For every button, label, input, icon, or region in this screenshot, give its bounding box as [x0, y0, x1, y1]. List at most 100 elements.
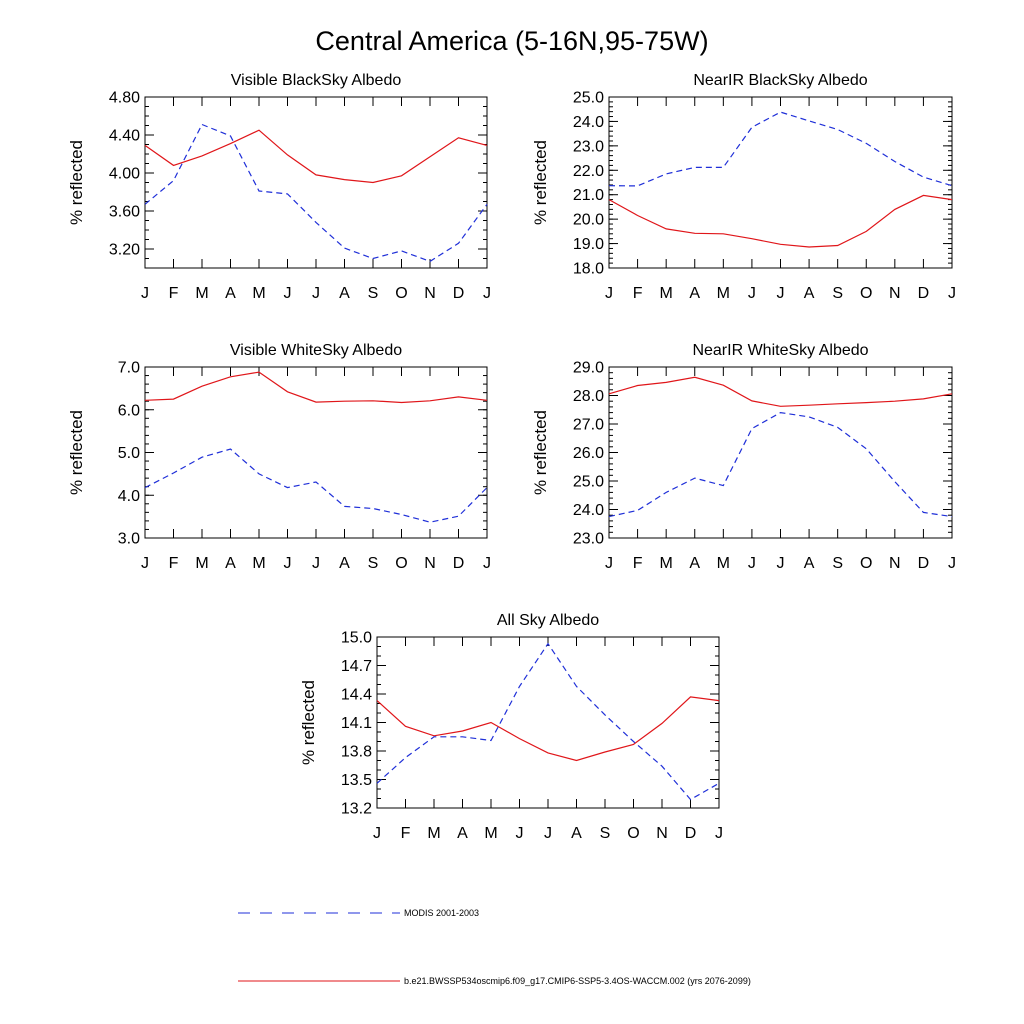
plot-frame	[608, 366, 953, 539]
x-tick-label: J	[777, 285, 785, 302]
y-tick-label: 18.0	[573, 261, 604, 278]
x-tick-label: N	[424, 285, 436, 302]
y-tick-label: 25.0	[573, 474, 604, 491]
y-axis-label: % reflected	[67, 140, 86, 225]
x-tick-label: A	[339, 285, 350, 302]
y-tick-label: 13.2	[341, 801, 372, 818]
x-tick-label: D	[453, 285, 465, 302]
model-series-line	[608, 376, 953, 407]
y-tick-label: 21.0	[573, 187, 604, 204]
x-tick-label: M	[717, 285, 730, 302]
y-tick-label: 20.0	[573, 212, 604, 229]
x-tick-label: A	[689, 285, 700, 302]
x-tick-label: M	[484, 825, 497, 842]
panel-title: Visible BlackSky Albedo	[231, 72, 402, 89]
x-tick-label: A	[571, 825, 582, 842]
panel-title: All Sky Albedo	[497, 612, 599, 629]
panel-4: NearIR WhiteSky Albedo 23.0 24.0 25.0 26.0 27…	[531, 342, 956, 572]
x-tick-label: F	[169, 285, 179, 302]
x-tick-label: M	[660, 285, 673, 302]
y-tick-label: 13.8	[341, 744, 372, 761]
x-tick-label: M	[660, 555, 673, 572]
model-series-line	[376, 696, 720, 762]
x-tick-label: J	[312, 285, 320, 302]
y-axis-label: % reflected	[299, 680, 318, 765]
x-tick-label: O	[395, 285, 407, 302]
y-tick-label: 4.0	[118, 488, 140, 505]
model-series-line	[144, 129, 488, 184]
x-tick-label: D	[918, 555, 930, 572]
y-tick-label: 14.1	[341, 715, 372, 732]
x-tick-label: A	[225, 285, 236, 302]
x-tick-label: J	[544, 825, 552, 842]
x-tick-label: M	[252, 285, 265, 302]
modis-series-line	[608, 111, 953, 187]
x-tick-label: F	[633, 555, 643, 572]
panel-3: Visible WhiteSky Albedo 3.0 4.0 5.0 6.0 7.0 J F…	[67, 342, 491, 572]
y-tick-label: 3.60	[109, 204, 140, 221]
modis-series-line	[376, 642, 720, 801]
y-tick-label: 3.0	[118, 531, 140, 548]
y-tick-label: 7.0	[118, 360, 140, 377]
x-tick-label: F	[633, 285, 643, 302]
figure-title: Central America (5-16N,95-75W)	[315, 26, 708, 56]
x-tick-label: J	[373, 825, 381, 842]
x-tick-label: J	[141, 285, 149, 302]
x-tick-label: D	[685, 825, 697, 842]
legend-model-label: b.e21.BWSSP534oscmip6.f09_g17.CMIP6-SSP5…	[404, 976, 751, 986]
y-axis-label: % reflected	[531, 410, 550, 495]
y-tick-label: 26.0	[573, 445, 604, 462]
x-tick-label: J	[948, 285, 956, 302]
y-tick-label: 24.0	[573, 502, 604, 519]
y-tick-label: 3.20	[109, 242, 140, 259]
x-tick-label: J	[483, 285, 491, 302]
plot-frame	[376, 636, 720, 809]
x-tick-label: M	[252, 555, 265, 572]
y-tick-label: 4.40	[109, 128, 140, 145]
model-series-line	[144, 371, 488, 404]
x-tick-label: S	[832, 285, 843, 302]
x-tick-label: J	[516, 825, 524, 842]
x-tick-label: D	[453, 555, 465, 572]
x-tick-label: M	[427, 825, 440, 842]
y-tick-label: 13.5	[341, 772, 372, 789]
y-tick-label: 23.0	[573, 138, 604, 155]
plot-frame	[144, 366, 488, 539]
y-tick-label: 14.7	[341, 658, 372, 675]
x-tick-label: O	[860, 285, 872, 302]
modis-series-line	[144, 123, 488, 263]
x-tick-label: J	[284, 555, 292, 572]
x-tick-label: J	[748, 285, 756, 302]
x-tick-label: D	[918, 285, 930, 302]
y-tick-label: 29.0	[573, 360, 604, 377]
y-tick-label: 22.0	[573, 163, 604, 180]
y-tick-label: 4.80	[109, 90, 140, 107]
x-tick-label: O	[860, 555, 872, 572]
x-tick-label: F	[401, 825, 411, 842]
legend: MODIS 2001-2003 b.e21.BWSSP534oscmip6.f0…	[238, 908, 751, 986]
x-tick-label: N	[889, 555, 901, 572]
x-tick-label: J	[748, 555, 756, 572]
x-tick-label: J	[141, 555, 149, 572]
modis-series-line	[144, 448, 488, 523]
x-tick-label: J	[605, 555, 613, 572]
panel-title: NearIR WhiteSky Albedo	[692, 342, 868, 359]
panel-1: Visible BlackSky Albedo 3.20 3.60 4.00 4.40 4…	[67, 72, 491, 302]
model-series-line	[608, 194, 953, 248]
plot-frame	[144, 96, 488, 269]
x-tick-label: J	[715, 825, 723, 842]
y-tick-label: 24.0	[573, 114, 604, 131]
x-tick-label: J	[948, 555, 956, 572]
x-tick-label: N	[889, 285, 901, 302]
panel-title: Visible WhiteSky Albedo	[230, 342, 402, 359]
y-tick-label: 28.0	[573, 388, 604, 405]
x-tick-label: J	[483, 555, 491, 572]
y-tick-label: 25.0	[573, 90, 604, 107]
x-tick-label: S	[600, 825, 611, 842]
legend-modis-label: MODIS 2001-2003	[404, 908, 479, 918]
plot-frame	[608, 96, 953, 269]
y-axis-label: % reflected	[531, 140, 550, 225]
x-tick-label: M	[195, 285, 208, 302]
panel-title: NearIR BlackSky Albedo	[693, 72, 867, 89]
